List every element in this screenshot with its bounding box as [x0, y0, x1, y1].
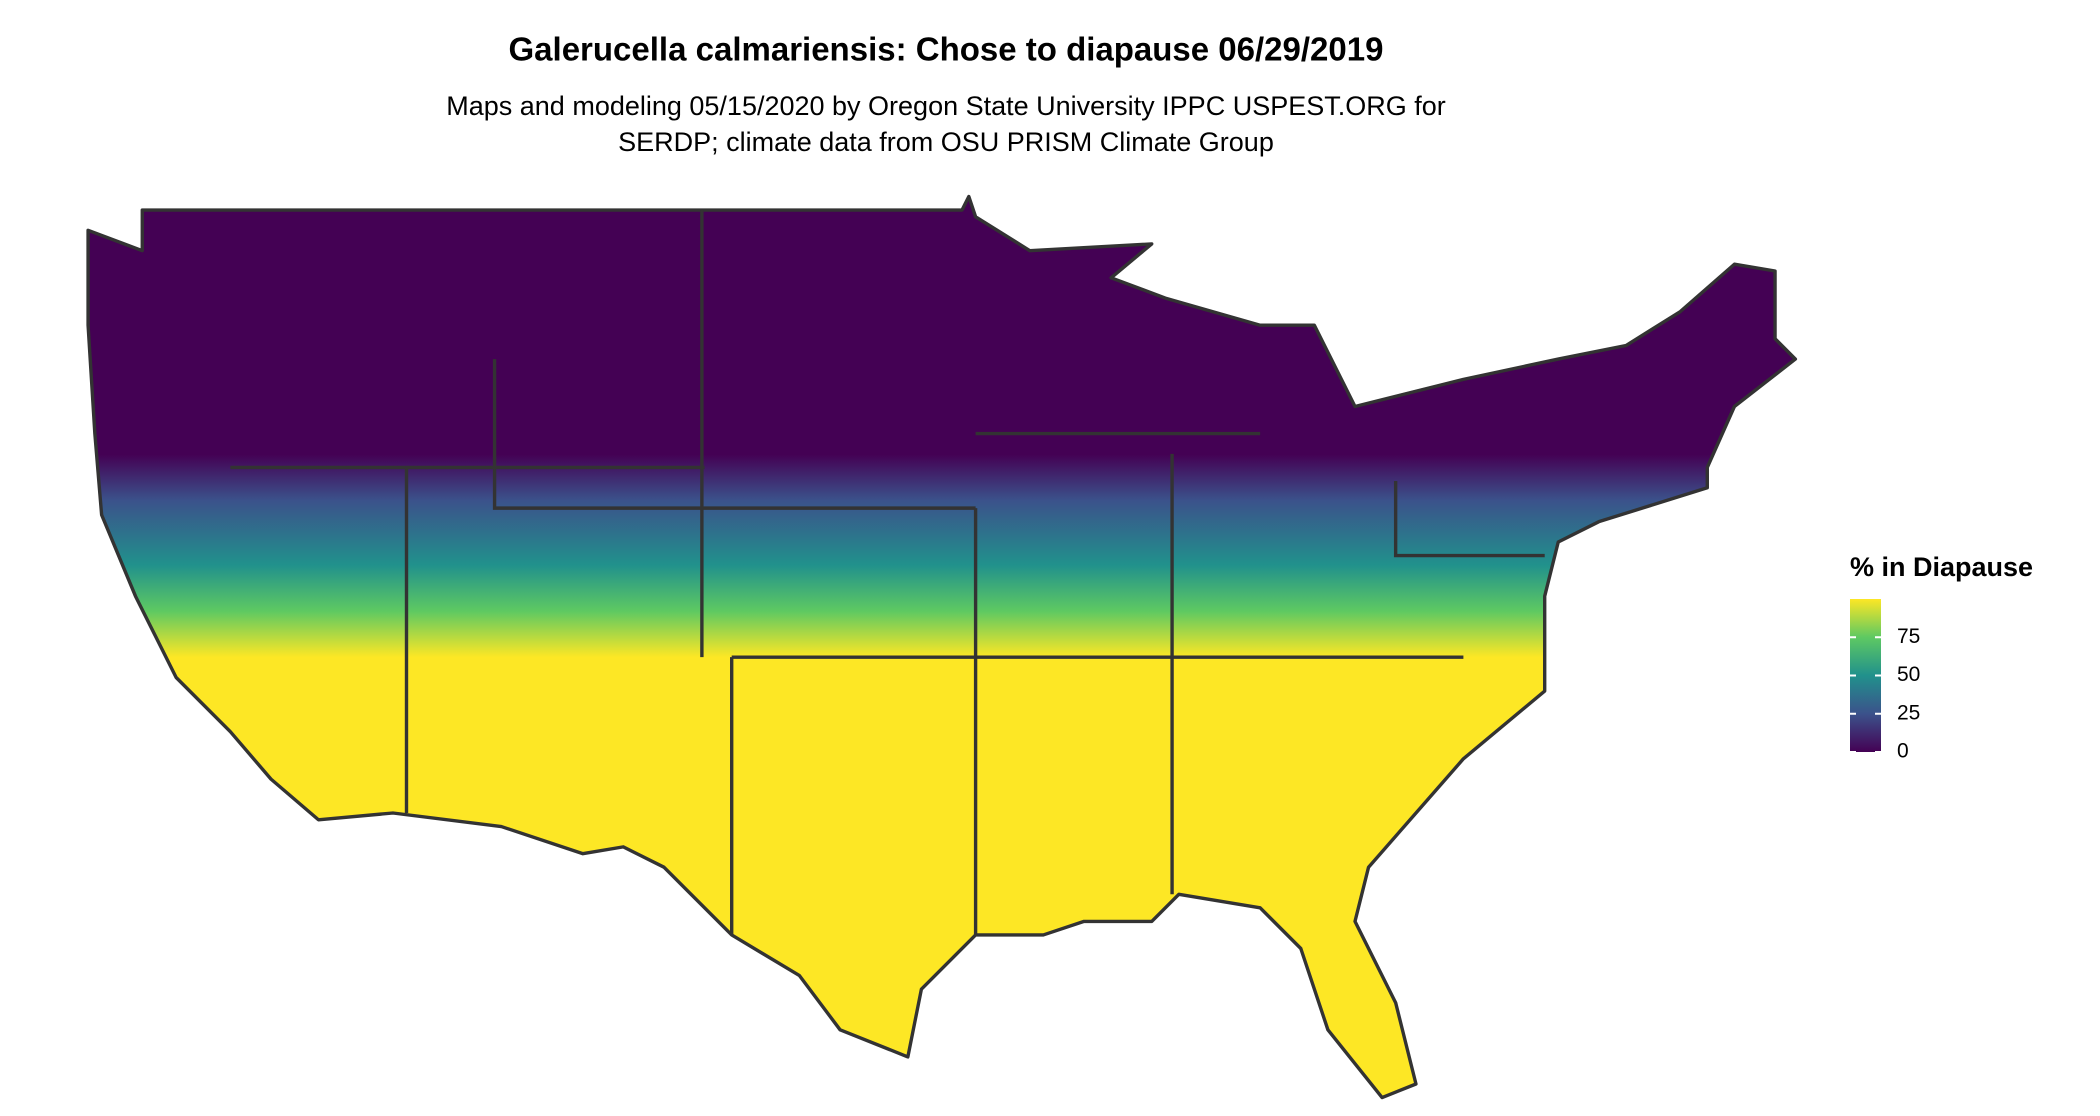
us-outline: [86, 194, 1798, 1100]
state-borders: [230, 210, 1545, 935]
legend-title: % in Diapause: [1850, 552, 2033, 582]
subtitle-line: SERDP; climate data from OSU PRISM Clima…: [618, 127, 1274, 157]
colorbar-tick-label: 75: [1897, 625, 1920, 648]
us-map: [86, 194, 1798, 1100]
map-title: Galerucella calmariensis: Chose to diapa…: [509, 31, 1384, 68]
colorbar-tick-label: 50: [1897, 663, 1920, 686]
subtitle-line: Maps and modeling 05/15/2020 by Oregon S…: [446, 91, 1446, 121]
colorbar-tick-label: 25: [1897, 701, 1920, 724]
colorbar-tick-label: 0: [1897, 740, 1909, 763]
